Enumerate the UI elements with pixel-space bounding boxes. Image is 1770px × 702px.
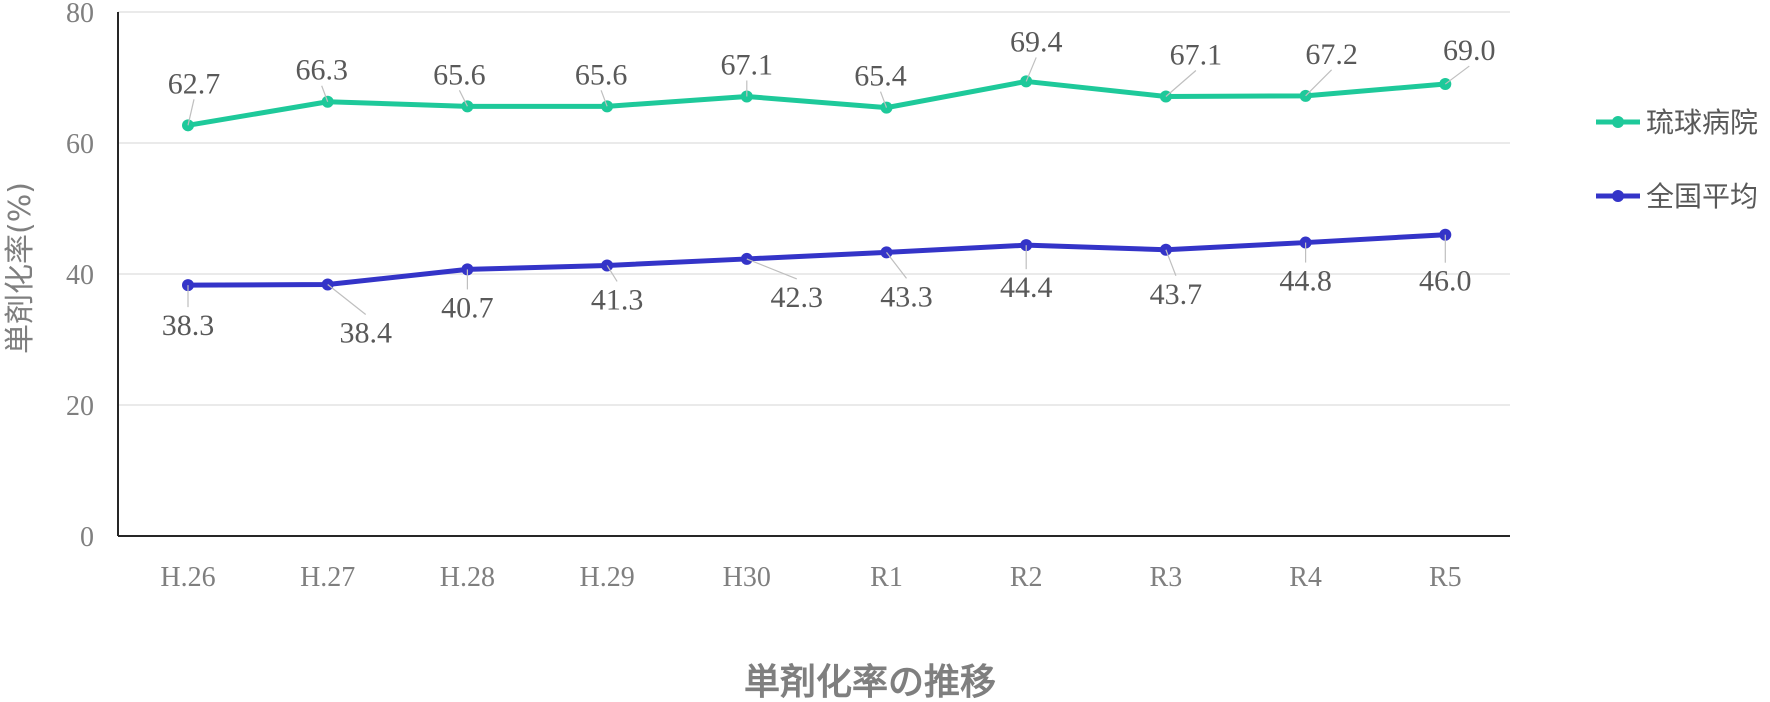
x-tick-label: R2 <box>1010 562 1043 593</box>
data-label: 40.7 <box>441 291 494 324</box>
data-label: 42.3 <box>771 281 824 314</box>
y-tick-label: 20 <box>66 391 94 422</box>
leader-line <box>1165 249 1177 276</box>
leader-line <box>606 265 618 282</box>
data-label: 66.3 <box>295 54 348 87</box>
y-tick-label: 60 <box>66 129 94 160</box>
data-label: 65.6 <box>575 58 628 91</box>
data-label: 46.0 <box>1419 265 1472 298</box>
x-tick-labels: H.26 H.27 H.28 H.29 H30 R1 R2 R3 R4 R5 <box>160 562 1461 593</box>
x-tick-label: R5 <box>1429 562 1462 593</box>
data-label: 44.4 <box>1000 271 1053 304</box>
data-label: 43.7 <box>1150 278 1203 311</box>
legend-swatch-marker <box>1612 116 1624 128</box>
y-axis-title: 単剤化率(%) <box>3 182 38 354</box>
leader-line <box>600 90 608 107</box>
x-tick-label: H.27 <box>300 562 355 593</box>
x-tick-label: H.26 <box>160 562 215 593</box>
leader-line <box>1444 65 1470 85</box>
series-group <box>182 75 1452 292</box>
data-label: 44.8 <box>1279 265 1332 298</box>
data-label: 41.3 <box>591 283 644 316</box>
x-tick-label: R1 <box>870 562 903 593</box>
leader-line <box>1305 69 1333 97</box>
leader-line <box>886 252 907 279</box>
legend-entry: 全国平均 <box>1646 180 1758 213</box>
leader-line <box>1025 57 1037 82</box>
data-label: 62.7 <box>168 67 221 100</box>
x-tick-label: H.29 <box>579 562 634 593</box>
y-tick-label: 80 <box>66 0 94 29</box>
data-label: 69.0 <box>1443 34 1496 67</box>
y-tick-label: 0 <box>80 522 94 553</box>
data-label: 43.3 <box>880 280 933 313</box>
series-line-1 <box>185 232 1448 288</box>
series-line-0 <box>185 78 1448 128</box>
data-label: 69.4 <box>1010 25 1063 58</box>
x-tick-label: R3 <box>1150 562 1183 593</box>
leader-line <box>327 284 367 315</box>
x-tick-label: R4 <box>1289 562 1322 593</box>
data-label: 67.1 <box>1170 38 1223 71</box>
axes <box>117 12 1510 537</box>
legend-entry: 琉球病院 <box>1646 106 1758 139</box>
leader-line <box>187 99 195 126</box>
leader-line <box>321 85 329 102</box>
x-tick-label: H.28 <box>440 562 495 593</box>
legend-swatch-marker <box>1612 190 1624 202</box>
data-labels: 62.7 66.3 65.6 65.6 67.1 65.4 69.4 67.1 67.2 69.0… <box>162 25 1496 349</box>
chart-title: 単剤化率の推移 <box>744 662 996 702</box>
x-tick-label: H30 <box>723 562 771 593</box>
leader-line <box>1165 70 1197 97</box>
y-tick-label: 40 <box>66 260 94 291</box>
gridlines <box>118 11 1510 406</box>
leader-line <box>458 90 468 107</box>
data-label: 38.3 <box>162 309 215 342</box>
data-label: 67.2 <box>1305 38 1358 71</box>
data-label: 38.4 <box>339 316 392 349</box>
data-label: 65.4 <box>854 60 907 93</box>
y-tick-labels: 0 20 40 60 80 <box>66 0 94 553</box>
data-label: 65.6 <box>433 58 486 91</box>
leader-line <box>746 258 798 280</box>
data-label: 67.1 <box>721 48 774 81</box>
leader-line <box>879 91 888 108</box>
